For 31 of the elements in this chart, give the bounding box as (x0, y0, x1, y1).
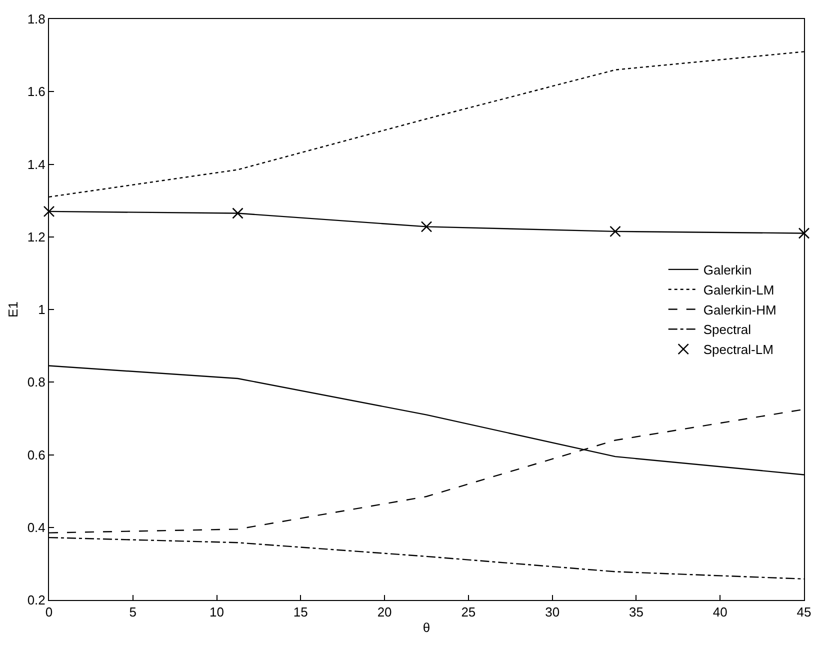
point (232, 208, 244, 219)
x-tick-label: 45 (796, 604, 812, 620)
y-tick-label: 0.6 (27, 447, 46, 462)
x-tick-label: 15 (293, 604, 308, 620)
x-tick-label: 5 (129, 604, 137, 620)
y-tick-label: 1.2 (27, 229, 46, 244)
x-tick-label: 10 (210, 604, 224, 620)
x-tick-label: 35 (628, 604, 644, 620)
x-tick-label: 25 (461, 604, 476, 620)
y-tick-label: 1.6 (27, 84, 46, 100)
legend-label: Galerkin (703, 262, 752, 278)
x-axis-title: θ (422, 620, 430, 636)
y-tick-label: 0.2 (27, 592, 46, 608)
point (798, 228, 810, 239)
y-tick-label: 0.4 (27, 520, 46, 535)
x-tick-label: 40 (712, 604, 728, 620)
y-tick-label: 0.8 (27, 374, 46, 390)
point (43, 206, 55, 218)
x-tick-label: 30 (545, 604, 560, 620)
y-tick-label: 1 (38, 302, 46, 318)
point (420, 221, 432, 232)
y-tick-label: 1.8 (27, 12, 46, 27)
legend-label: Spectral-LM (703, 342, 774, 358)
legend-label: Spectral (703, 322, 752, 338)
legend-label: Galerkin-LM (703, 282, 774, 298)
point (610, 226, 621, 238)
y-tick-label: 1.4 (27, 156, 46, 172)
y-axis-title: E1 (5, 302, 20, 318)
x-tick-label: 0 (45, 604, 53, 620)
legend-label: Galerkin-HM (703, 302, 776, 318)
x-tick-label: 20 (377, 604, 392, 620)
